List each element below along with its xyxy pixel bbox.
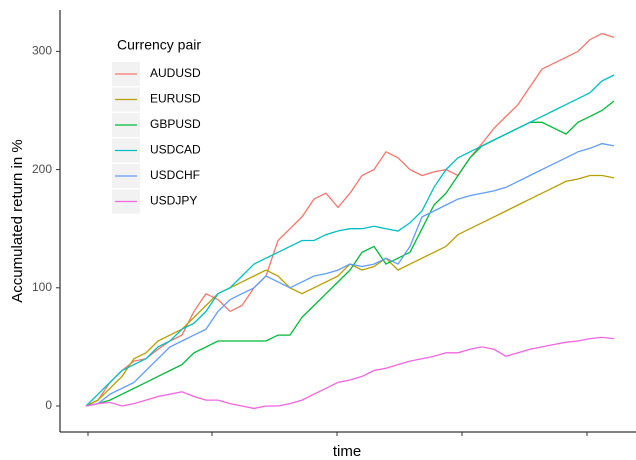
series-line [85, 174, 615, 407]
legend-label: EURUSD [150, 92, 201, 106]
legend-title: Currency pair [117, 37, 201, 53]
legend-label: USDJPY [150, 194, 197, 208]
y-tick-label: 200 [32, 162, 52, 176]
series-line [85, 142, 615, 407]
legend-label: USDCAD [150, 143, 201, 157]
x-axis-title: time [333, 443, 361, 460]
legend: Currency pair AUDUSD EURUSD GBPUSD USDCAD US… [112, 37, 201, 214]
legend-label: GBPUSD [150, 117, 201, 131]
series-line [85, 336, 615, 410]
legend-label: AUDUSD [150, 66, 201, 80]
series-line [85, 74, 615, 407]
series-line [85, 32, 615, 407]
y-axis-title: Accumulated return in % [9, 139, 26, 302]
y-tick-label: 0 [45, 398, 52, 412]
legend-label: USDCHF [150, 168, 200, 182]
y-tick-label: 100 [32, 280, 52, 294]
y-tick-label: 300 [32, 44, 52, 58]
